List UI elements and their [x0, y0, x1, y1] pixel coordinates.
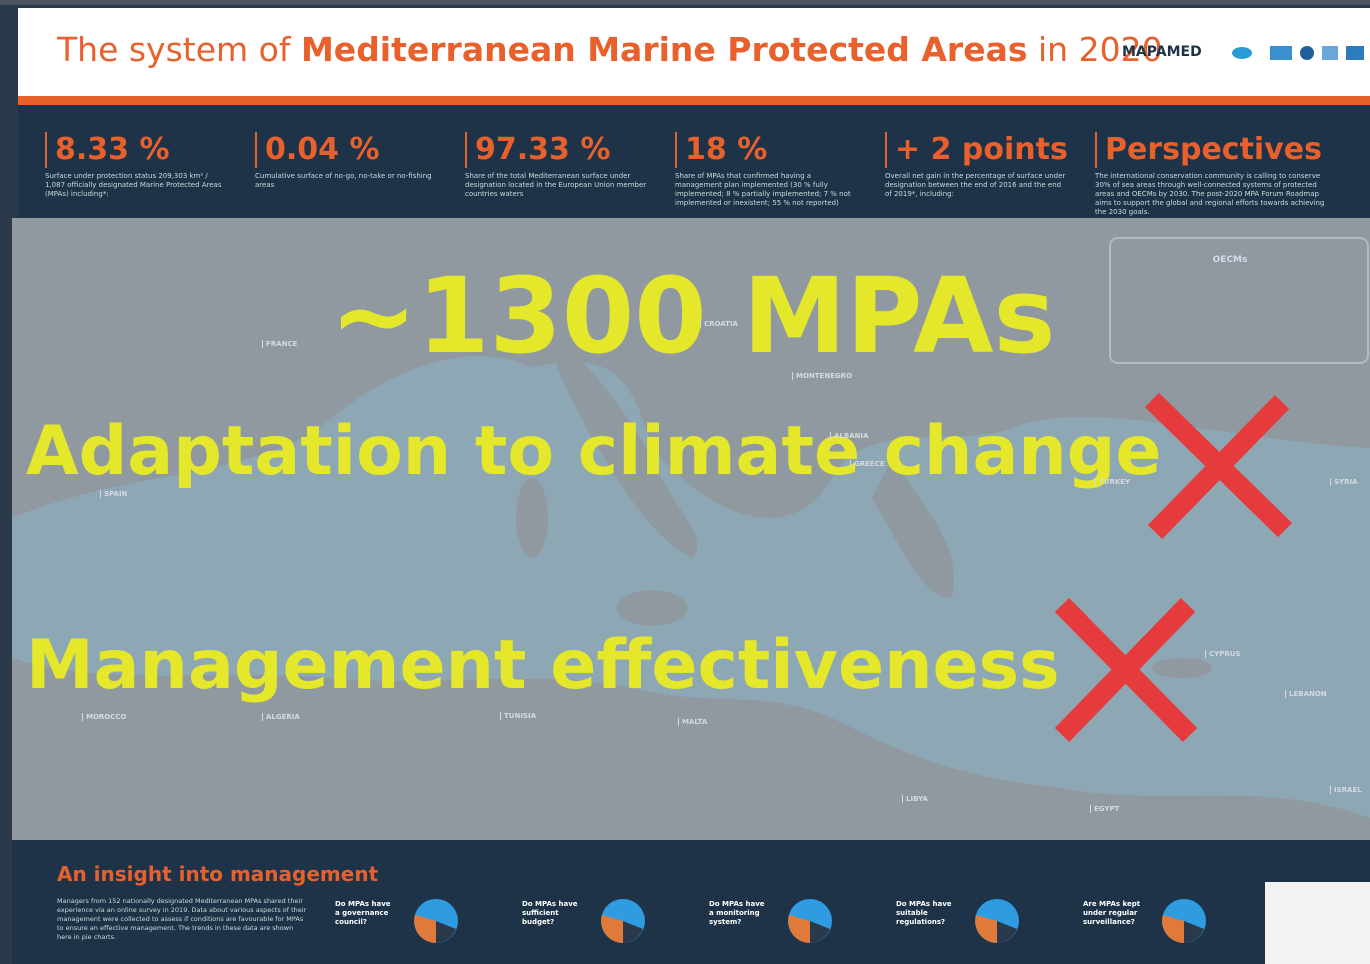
overlay-item: Management effectiveness: [26, 626, 1060, 705]
stat-value: Perspectives: [1095, 132, 1335, 168]
country-label: ISRAEL: [1330, 786, 1362, 794]
page: {"header": {"title_prefix": "The system …: [0, 0, 1370, 964]
stat: 0.04 % Cumulative surface of no-go, no-ta…: [255, 132, 440, 190]
stat: Perspectives The international conservati…: [1095, 132, 1335, 217]
red-crosses: [1040, 390, 1300, 750]
country-label: MONTENEGRO: [792, 372, 852, 380]
pie-icon: [1158, 895, 1210, 947]
country-label: ALBANIA: [830, 432, 869, 440]
stat-text: Overall net gain in the percentage of su…: [885, 172, 1070, 199]
country-label: MOROCCO: [82, 713, 126, 721]
logo: MAPAMED: [1122, 44, 1202, 60]
management-text: Managers from 152 nationally designated …: [57, 897, 307, 942]
stat-value: 8.33 %: [45, 132, 230, 168]
oecms-title: OECMs: [1110, 255, 1350, 265]
stat-text: Surface under protection status 209,303 …: [45, 172, 230, 199]
overlay-item: Adaptation to climate change: [26, 412, 1162, 491]
stat-text: The international conservation community…: [1095, 172, 1335, 217]
question: Do MPAs have a monitoring system?: [709, 900, 769, 927]
stat-value: 18 %: [675, 132, 860, 168]
country-label: MALTA: [678, 718, 707, 726]
title: The system of Mediterranean Marine Prote…: [57, 30, 1163, 69]
stat: 8.33 % Surface under protection status 20…: [45, 132, 230, 199]
partner-logos: [1230, 42, 1365, 64]
pie-icon: [597, 895, 649, 947]
stat-value: 0.04 %: [255, 132, 440, 168]
management-title: An insight into management: [57, 862, 378, 886]
country-label: TUNISIA: [500, 712, 536, 720]
question: Do MPAs have a governance council?: [335, 900, 395, 927]
pie-icon: [410, 895, 462, 947]
title-bold: Mediterranean Marine Protected Areas: [301, 30, 1028, 69]
question: Do MPAs have suitable regulations?: [896, 900, 956, 927]
country-label: SYRIA: [1330, 478, 1358, 486]
stat: 18 % Share of MPAs that confirmed having …: [675, 132, 860, 208]
question: Are MPAs kept under regular surveillance…: [1083, 900, 1143, 927]
stat-text: Share of the total Mediterranean surface…: [465, 172, 650, 199]
forum-logo: [1265, 882, 1370, 964]
title-prefix: The system of: [57, 30, 290, 69]
country-label: SPAIN: [100, 490, 127, 498]
stat: + 2 points Overall net gain in the percen…: [885, 132, 1070, 199]
headline: ~1300 MPAs: [330, 255, 1055, 377]
stat-value: 97.33 %: [465, 132, 650, 168]
country-label: TURKEY: [1095, 478, 1130, 486]
country-label: CROATIA: [700, 320, 738, 328]
country-label: FRANCE: [262, 340, 297, 348]
country-label: LEBANON: [1285, 690, 1327, 698]
stat-text: Cumulative surface of no-go, no-take or …: [255, 172, 440, 190]
stat-value: + 2 points: [885, 132, 1070, 168]
stat-text: Share of MPAs that confirmed having a ma…: [675, 172, 860, 208]
country-label: LIBYA: [902, 795, 928, 803]
country-label: EGYPT: [1090, 805, 1119, 813]
pie-icon: [784, 895, 836, 947]
stat: 97.33 % Share of the total Mediterranean …: [465, 132, 650, 199]
country-label: ALGERIA: [262, 713, 300, 721]
top-border: [0, 0, 1370, 5]
country-label: GREECE: [850, 460, 885, 468]
question: Do MPAs have sufficient budget?: [522, 900, 582, 927]
pie-icon: [971, 895, 1023, 947]
orange-rule: [18, 96, 1370, 105]
country-label: CYPRUS: [1205, 650, 1240, 658]
